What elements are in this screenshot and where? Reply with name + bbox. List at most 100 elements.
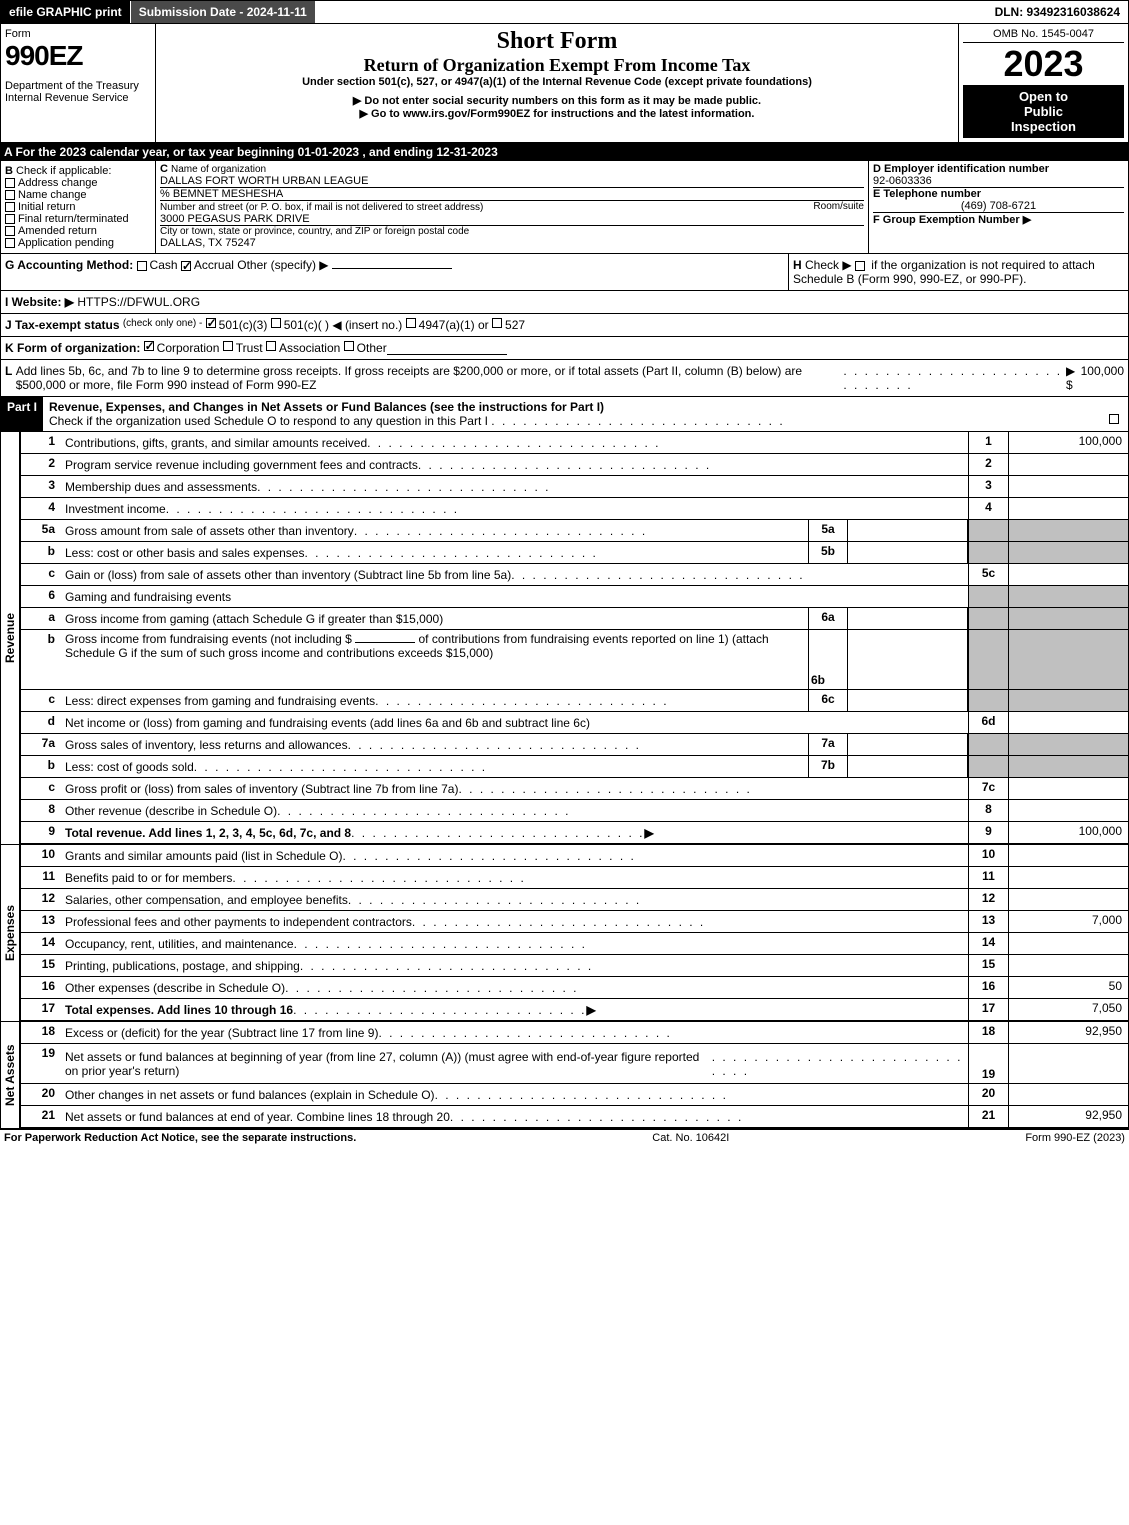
line-10-desc: Grants and similar amounts paid (list in… [65,849,342,863]
checkbox-trust[interactable] [223,341,233,351]
line-8-num: 8 [21,800,61,821]
opt-name-change: Name change [18,189,87,201]
part1-title: Revenue, Expenses, and Changes in Net As… [49,400,604,414]
line-6c: c Less: direct expenses from gaming and … [20,690,1129,712]
checkbox-address-change[interactable] [5,178,15,188]
checkbox-527[interactable] [492,318,502,328]
check-only-one: (check only one) - [123,318,202,332]
checkbox-accrual[interactable] [181,261,191,271]
opt-final-return: Final return/terminated [18,213,129,225]
checkbox-application-pending[interactable] [5,238,15,248]
group-exemption-label: F Group Exemption Number ▶ [873,214,1031,226]
checkbox-4947a1[interactable] [406,318,416,328]
line-9-desc: Total revenue. Add lines 1, 2, 3, 4, 5c,… [65,826,351,840]
checkbox-schedule-o-part1[interactable] [1109,414,1119,424]
checkbox-amended-return[interactable] [5,226,15,236]
line-5a-subval [848,520,968,541]
line-6b-box [968,630,1008,689]
dln-label: DLN: 93492316038624 [987,1,1128,23]
dots-13 [412,915,705,929]
line-2-num: 2 [21,454,61,475]
tax-exempt-label: J Tax-exempt status [5,318,120,332]
line-5a-box [968,520,1008,541]
opt-address-change: Address change [18,177,98,189]
line-8-box: 8 [968,800,1008,821]
line-5c-box: 5c [968,564,1008,585]
line-14: 14 Occupancy, rent, utilities, and maint… [20,933,1129,955]
line-16-num: 16 [21,977,61,998]
submission-date-button[interactable]: Submission Date - 2024-11-11 [131,1,316,23]
line-5c-val [1008,564,1128,585]
line-7a-val [1008,734,1128,755]
line-6b-amount-field[interactable] [355,642,415,643]
line-16-box: 16 [968,977,1008,998]
revenue-vertical-label: Revenue [0,432,20,844]
line-14-box: 14 [968,933,1008,954]
form-id-block: Form 990EZ Department of the Treasury In… [1,24,156,142]
line-12-val [1008,889,1128,910]
part1-check-note: Check if the organization used Schedule … [49,414,488,428]
line-10: 10 Grants and similar amounts paid (list… [20,845,1129,867]
sections-bcd-row: B Check if applicable: Address change Na… [0,161,1129,254]
section-l-label: L [5,364,12,392]
part1-header-row: Part I Revenue, Expenses, and Changes in… [0,397,1129,432]
line-7c-desc: Gross profit or (loss) from sales of inv… [65,782,458,796]
gross-receipts-amount: 100,000 [1081,364,1124,392]
note-ssn: ▶ Do not enter social security numbers o… [160,94,954,107]
section-h: H Check ▶ if the organization is not req… [788,254,1128,290]
net-assets-vertical-label: Net Assets [0,1022,20,1128]
line-9-box: 9 [968,822,1008,843]
net-assets-section: Net Assets 18 Excess or (deficit) for th… [0,1022,1129,1129]
dots-5a [354,524,647,538]
dots-5b [304,546,597,560]
line-15-num: 15 [21,955,61,976]
line-5b-val [1008,542,1128,563]
top-toolbar: efile GRAPHIC print Submission Date - 20… [0,0,1129,24]
street-label: Number and street (or P. O. box, if mail… [160,202,483,213]
line-11-val [1008,867,1128,888]
line-8-val [1008,800,1128,821]
checkbox-final-return[interactable] [5,214,15,224]
checkbox-initial-return[interactable] [5,202,15,212]
line-6d-box: 6d [968,712,1008,733]
efile-print-button[interactable]: efile GRAPHIC print [1,1,131,23]
other-specify-field[interactable] [332,268,452,269]
line-11-num: 11 [21,867,61,888]
line-12-desc: Salaries, other compensation, and employ… [65,893,348,907]
line-5c: c Gain or (loss) from sale of assets oth… [20,564,1129,586]
checkbox-association[interactable] [266,341,276,351]
line-6c-num: c [21,690,61,711]
line-6a-num: a [21,608,61,629]
line-1-desc: Contributions, gifts, grants, and simila… [65,436,367,450]
dots-20 [435,1088,728,1102]
line-6-num: 6 [21,586,61,607]
line-20-val [1008,1084,1128,1105]
section-j-row: J Tax-exempt status (check only one) - 5… [0,314,1129,337]
checkbox-corporation[interactable] [144,341,154,351]
line-13-num: 13 [21,911,61,932]
checkbox-501c3[interactable] [206,318,216,328]
line-7c-box: 7c [968,778,1008,799]
section-c-label: C [160,163,168,175]
line-7b-sub: 7b [808,756,848,777]
arrow-9: ▶ [644,826,653,840]
checkbox-schedule-b[interactable] [855,261,865,271]
checkbox-501c[interactable] [271,318,281,328]
dots-8 [277,804,570,818]
other-org-field[interactable] [387,341,507,355]
checkbox-name-change[interactable] [5,190,15,200]
line-20: 20 Other changes in net assets or fund b… [20,1084,1129,1106]
section-l-row: L Add lines 5b, 6c, and 7b to line 9 to … [0,360,1129,397]
line-20-desc: Other changes in net assets or fund bala… [65,1088,435,1102]
dots-7a [348,738,641,752]
line-4: 4 Investment income 4 [20,498,1129,520]
line-15-val [1008,955,1128,976]
line-10-box: 10 [968,845,1008,866]
line-12: 12 Salaries, other compensation, and emp… [20,889,1129,911]
opt-501c: 501(c)( ) ◀ (insert no.) [284,318,403,332]
line-12-num: 12 [21,889,61,910]
expenses-vertical-label: Expenses [0,845,20,1021]
checkbox-cash[interactable] [137,261,147,271]
checkbox-other-org[interactable] [344,341,354,351]
line-16-desc: Other expenses (describe in Schedule O) [65,981,285,995]
